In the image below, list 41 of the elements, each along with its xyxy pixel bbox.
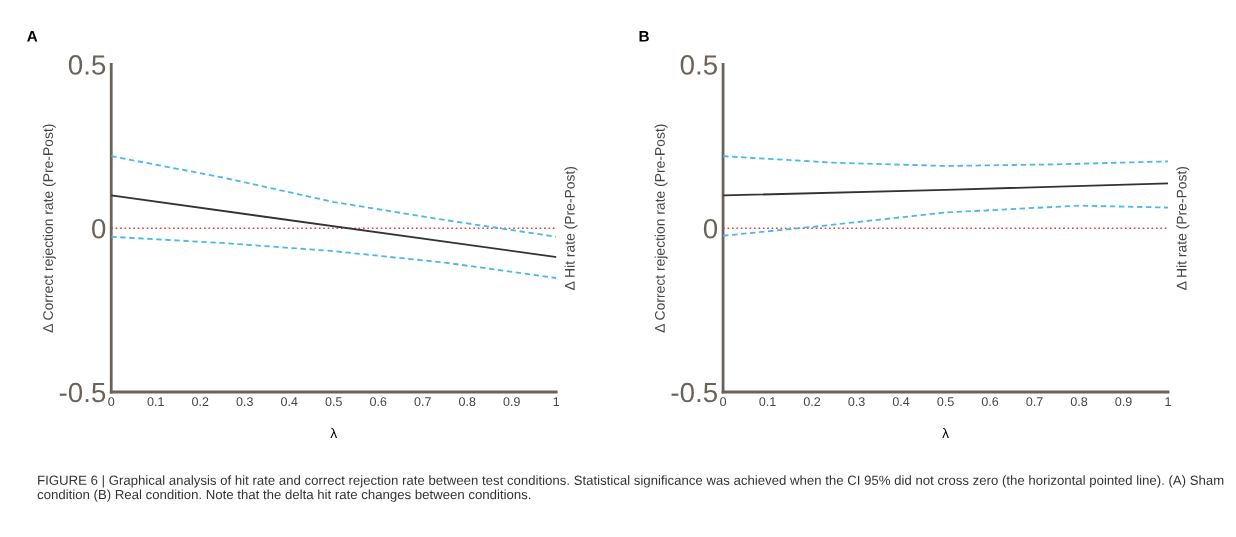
y-tick-label: 0	[703, 218, 718, 239]
chart-title: A	[27, 31, 38, 42]
x-tick-label: 0.2	[192, 397, 209, 407]
x-tick-label: 0.5	[937, 397, 954, 407]
x-tick-label: 0.2	[803, 397, 821, 407]
x-axis-title: λ	[330, 427, 338, 439]
y-tick-label: 0	[92, 218, 106, 239]
x-tick-label: 0.6	[981, 397, 999, 407]
y2-axis-title: Δ Hit rate (Pre-Post)	[1176, 166, 1190, 290]
x-tick-label: 0.8	[1070, 397, 1088, 407]
y-axis-title: Δ Correct rejection rate (Pre-Post)	[42, 124, 56, 333]
x-tick-label: 0.9	[1115, 397, 1132, 407]
caption: FIGURE 6 | Graphical analysis of hit rate and correct rejection rate between test conditions. Statistical significance was achieved when the CI 95% did not cross zero (the horizontal pointed line). (A) Sham condition (B) Real condition. Note that the delta hit rate changes between conditions.	[37, 475, 1224, 502]
x-tick-label: 0.1	[759, 397, 776, 407]
y-tick-label: 0.5	[68, 55, 106, 75]
x-tick-label: 1	[553, 397, 560, 406]
y-tick-label: -0.5	[671, 382, 718, 403]
y-tick-label: 0.5	[680, 55, 718, 75]
line-series	[111, 155, 557, 238]
line-series	[723, 204, 1169, 237]
y2-axis-title: Δ Hit rate (Pre-Post)	[564, 166, 578, 290]
y-axis-title: Δ Correct rejection rate (Pre-Post)	[654, 124, 668, 333]
chart-title: B	[639, 31, 649, 42]
x-tick-label: 1	[1165, 397, 1171, 406]
line-series	[723, 155, 1169, 167]
line-series	[111, 235, 557, 279]
x-axis-title: λ	[942, 427, 949, 439]
y-tick-label: -0.5	[59, 382, 106, 403]
x-tick-label: 0	[720, 397, 727, 407]
x-tick-label: 0.6	[370, 397, 387, 407]
x-tick-label: 0	[108, 397, 115, 407]
x-tick-label: 0.7	[1026, 397, 1043, 407]
x-tick-label: 0.9	[503, 397, 520, 407]
x-tick-label: 0.5	[325, 397, 342, 407]
x-tick-label: 0.1	[147, 397, 164, 407]
x-tick-label: 0.7	[414, 397, 431, 407]
x-tick-label: 0.3	[848, 397, 865, 407]
x-tick-label: 0.4	[281, 397, 298, 407]
x-tick-label: 0.3	[236, 397, 253, 407]
x-tick-label: 0.4	[892, 397, 910, 407]
x-tick-label: 0.8	[459, 397, 476, 407]
